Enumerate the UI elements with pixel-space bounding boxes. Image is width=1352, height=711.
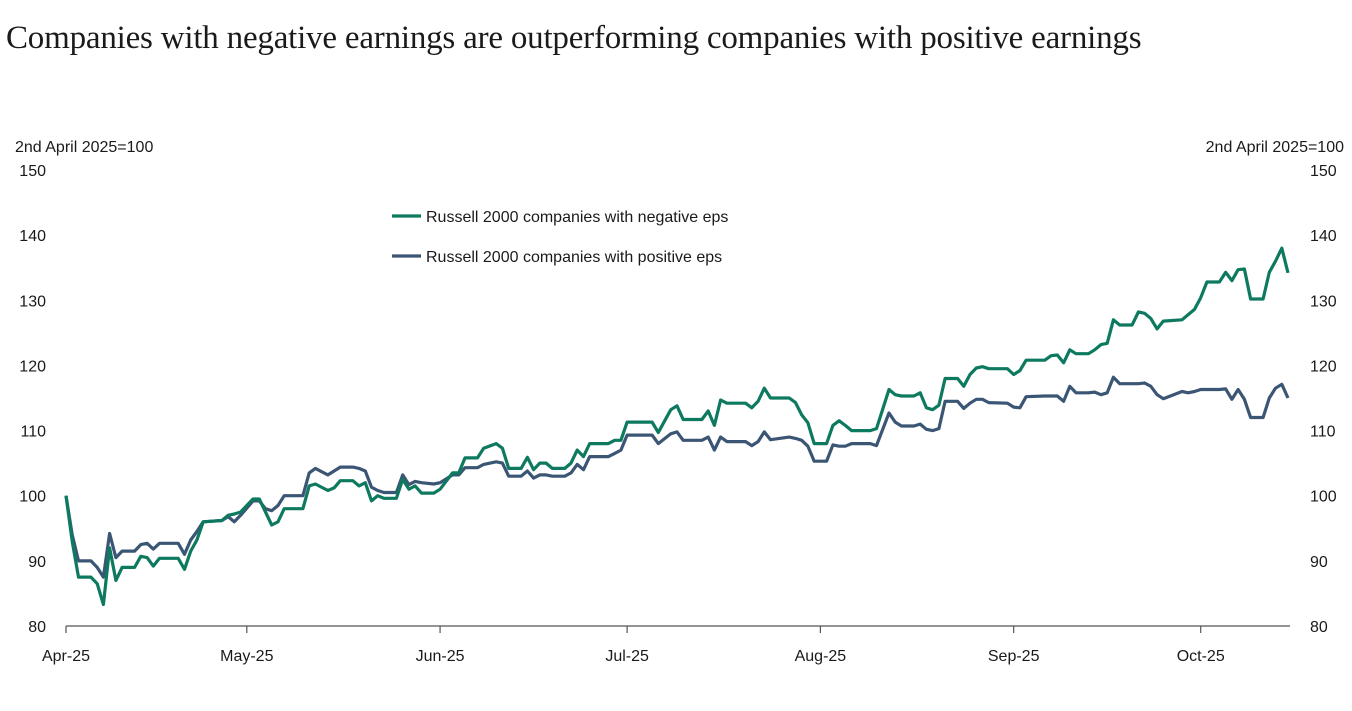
x-tick-label: Jun-25 bbox=[416, 648, 465, 665]
y-tick-label-left: 150 bbox=[19, 163, 46, 180]
x-tick-label: Aug-25 bbox=[795, 648, 847, 665]
legend-label: Russell 2000 companies with negative eps bbox=[426, 209, 728, 226]
y-tick-label-right: 130 bbox=[1310, 293, 1337, 310]
legend-label: Russell 2000 companies with positive eps bbox=[426, 249, 722, 266]
y-tick-label-right: 80 bbox=[1310, 619, 1328, 636]
x-tick-label: May-25 bbox=[220, 648, 273, 665]
y-tick-label-left: 140 bbox=[19, 228, 46, 245]
y-tick-label-right: 120 bbox=[1310, 358, 1337, 375]
legend: Russell 2000 companies with negative eps… bbox=[392, 209, 728, 266]
y-tick-label-left: 80 bbox=[28, 619, 46, 636]
y-tick-label-right: 110 bbox=[1310, 424, 1336, 441]
series-line bbox=[64, 246, 1290, 607]
y-tick-label-left: 120 bbox=[19, 358, 46, 375]
x-tick-label: Apr-25 bbox=[42, 648, 90, 665]
chart-title: Companies with negative earnings are out… bbox=[6, 20, 1142, 56]
series-lines bbox=[64, 246, 1290, 607]
right-y-axis: 80 90 100 110 120 130 140 150 bbox=[1310, 163, 1337, 636]
left-axis-label: 2nd April 2025=100 bbox=[15, 139, 154, 156]
y-tick-label-left: 110 bbox=[20, 424, 46, 441]
left-y-axis: 80 90 100 110 120 130 140 150 bbox=[19, 163, 46, 636]
right-axis-label: 2nd April 2025=100 bbox=[1205, 139, 1344, 156]
y-tick-label-right: 90 bbox=[1310, 554, 1328, 571]
y-tick-label-left: 100 bbox=[19, 489, 46, 506]
y-tick-label-left: 90 bbox=[28, 554, 46, 571]
y-tick-label-right: 100 bbox=[1310, 489, 1337, 506]
x-tick-label: Jul-25 bbox=[605, 648, 649, 665]
y-tick-label-right: 140 bbox=[1310, 228, 1337, 245]
y-tick-label-right: 150 bbox=[1310, 163, 1337, 180]
x-tick-label: Sep-25 bbox=[988, 648, 1040, 665]
y-tick-label-left: 130 bbox=[19, 293, 46, 310]
x-axis: Apr-25 May-25 Jun-25 Jul-25 Aug-25 Sep-25 Oct-… bbox=[42, 625, 1290, 665]
x-tick-label: Oct-25 bbox=[1177, 648, 1225, 665]
